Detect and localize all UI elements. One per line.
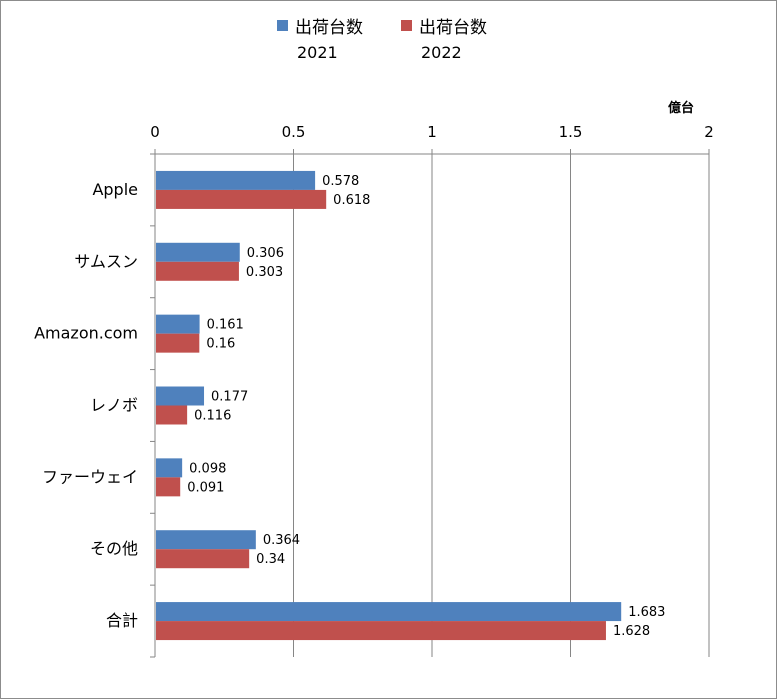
- bar-2021: [156, 314, 200, 334]
- legend-series-name-2021: 出荷台数: [295, 18, 363, 38]
- legend-series-year-2021: 2021: [297, 43, 338, 62]
- bar-value-label: 0.161: [207, 318, 244, 333]
- bar-value-label: 1.683: [628, 605, 665, 620]
- x-tick-label: 1.5: [559, 123, 583, 141]
- bar-value-label: 0.303: [246, 265, 283, 280]
- legend-swatch-2022: [401, 20, 412, 31]
- bar-2021: [156, 458, 183, 478]
- bar-2021: [156, 386, 205, 406]
- x-tick-label: 0.5: [282, 123, 306, 141]
- legend-series-name-2022: 出荷台数: [419, 18, 487, 38]
- bar-value-label: 0.098: [189, 461, 226, 476]
- bar-value-label: 0.618: [333, 193, 370, 208]
- category-label: その他: [90, 539, 138, 558]
- bar-2021: [156, 602, 622, 622]
- category-label: レノボ: [90, 396, 138, 415]
- bar-value-label: 0.34: [256, 552, 285, 567]
- category-label: サムスン: [74, 252, 138, 271]
- bar-2021: [156, 242, 240, 262]
- legend-swatch-2021: [277, 20, 288, 31]
- bar-2022: [156, 405, 188, 425]
- bar-2022: [156, 549, 250, 569]
- x-tick-label: 2: [704, 123, 714, 141]
- bar-value-label: 0.578: [322, 174, 359, 189]
- legend-series-year-2022: 2022: [421, 43, 462, 62]
- bar-2022: [156, 621, 606, 641]
- bar-value-label: 0.306: [247, 246, 284, 261]
- bar-2022: [156, 261, 239, 281]
- category-label: Amazon.com: [34, 324, 138, 343]
- bar-value-label: 0.16: [206, 337, 235, 352]
- bar-2021: [156, 530, 256, 550]
- bar-value-label: 1.628: [613, 624, 650, 639]
- category-label: ファーウェイ: [42, 467, 138, 486]
- x-tick-label: 1: [427, 123, 437, 141]
- x-tick-label: 0: [150, 123, 160, 141]
- bar-2022: [156, 189, 327, 209]
- bar-value-label: 0.116: [194, 409, 231, 424]
- bar-2021: [156, 170, 316, 190]
- bar-value-label: 0.364: [263, 533, 300, 548]
- bar-2022: [156, 333, 200, 353]
- bar-value-label: 0.091: [187, 480, 224, 495]
- category-label: 合計: [106, 611, 138, 630]
- bar-value-label: 0.177: [211, 390, 248, 405]
- bar-2022: [156, 477, 181, 497]
- axis-unit-label: 億台: [668, 101, 695, 116]
- category-label: Apple: [92, 180, 138, 199]
